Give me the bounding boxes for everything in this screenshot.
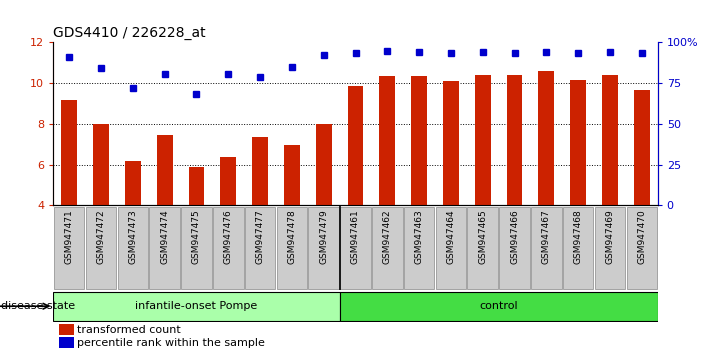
FancyBboxPatch shape <box>436 207 466 289</box>
FancyBboxPatch shape <box>149 207 180 289</box>
Text: GSM947472: GSM947472 <box>97 210 105 264</box>
Bar <box>634 90 650 205</box>
Bar <box>570 80 586 205</box>
FancyBboxPatch shape <box>117 207 148 289</box>
FancyBboxPatch shape <box>499 207 530 289</box>
Bar <box>53 292 340 321</box>
Text: percentile rank within the sample: percentile rank within the sample <box>77 338 264 348</box>
Bar <box>380 76 395 205</box>
Bar <box>443 81 459 205</box>
FancyBboxPatch shape <box>626 207 657 289</box>
FancyBboxPatch shape <box>404 207 434 289</box>
Bar <box>506 75 523 205</box>
Text: GSM947467: GSM947467 <box>542 210 551 264</box>
Text: GSM947476: GSM947476 <box>224 210 232 264</box>
Text: GSM947473: GSM947473 <box>129 210 137 264</box>
Bar <box>538 71 555 205</box>
FancyBboxPatch shape <box>341 207 370 289</box>
Text: GSM947477: GSM947477 <box>255 210 264 264</box>
Text: infantile-onset Pompe: infantile-onset Pompe <box>135 301 257 311</box>
FancyBboxPatch shape <box>54 207 85 289</box>
Bar <box>220 158 236 205</box>
Bar <box>284 145 300 205</box>
Bar <box>602 75 618 205</box>
Bar <box>60 337 74 348</box>
Bar <box>316 124 331 205</box>
FancyBboxPatch shape <box>467 207 498 289</box>
Text: GSM947479: GSM947479 <box>319 210 328 264</box>
Text: GSM947469: GSM947469 <box>606 210 614 264</box>
FancyBboxPatch shape <box>531 207 562 289</box>
Text: GSM947471: GSM947471 <box>65 210 74 264</box>
Text: transformed count: transformed count <box>77 325 181 335</box>
Bar <box>188 167 205 205</box>
Bar <box>348 86 363 205</box>
Bar <box>60 324 74 335</box>
Text: GDS4410 / 226228_at: GDS4410 / 226228_at <box>53 26 206 40</box>
FancyBboxPatch shape <box>213 207 244 289</box>
Bar <box>411 76 427 205</box>
Text: GSM947465: GSM947465 <box>479 210 487 264</box>
Text: GSM947462: GSM947462 <box>383 210 392 264</box>
Text: GSM947474: GSM947474 <box>160 210 169 264</box>
Text: control: control <box>479 301 518 311</box>
FancyBboxPatch shape <box>309 207 339 289</box>
FancyBboxPatch shape <box>563 207 594 289</box>
FancyBboxPatch shape <box>372 207 402 289</box>
Bar <box>61 101 77 205</box>
FancyBboxPatch shape <box>245 207 275 289</box>
FancyBboxPatch shape <box>181 207 212 289</box>
Text: GSM947468: GSM947468 <box>574 210 582 264</box>
Bar <box>156 135 173 205</box>
Bar <box>125 161 141 205</box>
FancyBboxPatch shape <box>594 207 625 289</box>
Bar <box>340 292 658 321</box>
Text: GSM947478: GSM947478 <box>287 210 296 264</box>
FancyBboxPatch shape <box>277 207 307 289</box>
Text: GSM947461: GSM947461 <box>351 210 360 264</box>
Text: disease state: disease state <box>1 301 75 311</box>
Text: GSM947470: GSM947470 <box>637 210 646 264</box>
Text: GSM947464: GSM947464 <box>447 210 456 264</box>
Text: GSM947466: GSM947466 <box>510 210 519 264</box>
Bar <box>252 137 268 205</box>
Text: GSM947463: GSM947463 <box>415 210 424 264</box>
Bar <box>475 75 491 205</box>
FancyBboxPatch shape <box>86 207 117 289</box>
Text: GSM947475: GSM947475 <box>192 210 201 264</box>
Bar <box>93 124 109 205</box>
